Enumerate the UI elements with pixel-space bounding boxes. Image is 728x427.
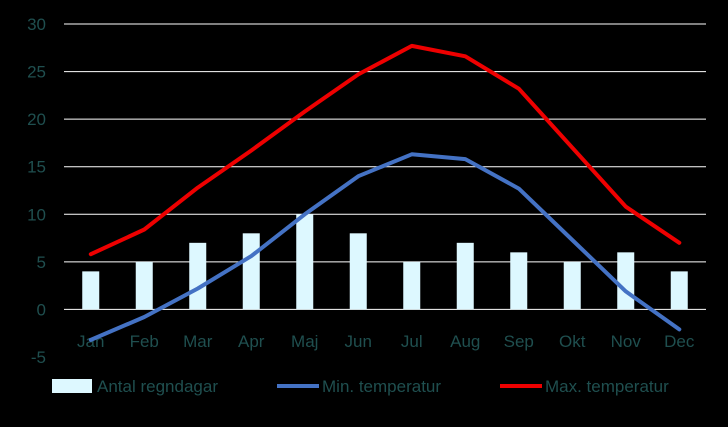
line-series xyxy=(88,43,682,342)
x-tick-label: Aug xyxy=(450,332,480,351)
x-tick-label: Apr xyxy=(238,332,265,351)
bar xyxy=(82,271,100,310)
bar xyxy=(242,233,260,310)
x-tick-label: Dec xyxy=(664,332,695,351)
y-tick-label: 5 xyxy=(37,253,46,272)
bar xyxy=(403,261,421,310)
x-tick-label: Jul xyxy=(401,332,423,351)
bar xyxy=(349,233,367,310)
legend-label: Min. temperatur xyxy=(322,377,441,396)
y-axis-ticks: -5 0 5 10 15 20 25 30 xyxy=(27,15,46,367)
x-tick-label: Mar xyxy=(183,332,213,351)
bar xyxy=(135,261,153,310)
legend: Antal regndagar Min. temperatur Max. tempe… xyxy=(52,377,669,396)
bar-series-rain-days xyxy=(82,214,688,310)
x-tick-label: Jun xyxy=(345,332,372,351)
y-tick-label: 10 xyxy=(27,205,46,224)
y-tick-label: 30 xyxy=(27,15,46,34)
series-line xyxy=(88,43,682,257)
x-axis-ticks: Jan Feb Mar Apr Maj Jun Jul Aug Sep Okt Nov Dec xyxy=(77,332,695,351)
y-tick-label: 0 xyxy=(37,300,46,319)
x-tick-label: Maj xyxy=(291,332,318,351)
x-tick-label: Nov xyxy=(611,332,642,351)
bar xyxy=(563,261,581,310)
y-tick-label: 20 xyxy=(27,110,46,129)
x-tick-label: Sep xyxy=(504,332,534,351)
bar xyxy=(670,271,688,310)
bar xyxy=(189,242,207,310)
gridlines xyxy=(64,23,706,310)
y-tick-label: -5 xyxy=(31,348,46,367)
bar xyxy=(296,214,314,310)
x-tick-label: Okt xyxy=(559,332,586,351)
legend-label: Antal regndagar xyxy=(97,377,218,396)
y-tick-label: 15 xyxy=(27,158,46,177)
legend-label: Max. temperatur xyxy=(545,377,669,396)
bar xyxy=(617,252,635,310)
y-tick-label: 25 xyxy=(27,63,46,82)
series-line xyxy=(88,152,682,342)
x-tick-label: Feb xyxy=(130,332,159,351)
legend-swatch-bar xyxy=(52,379,92,393)
bar xyxy=(510,252,528,310)
bar xyxy=(456,242,474,310)
